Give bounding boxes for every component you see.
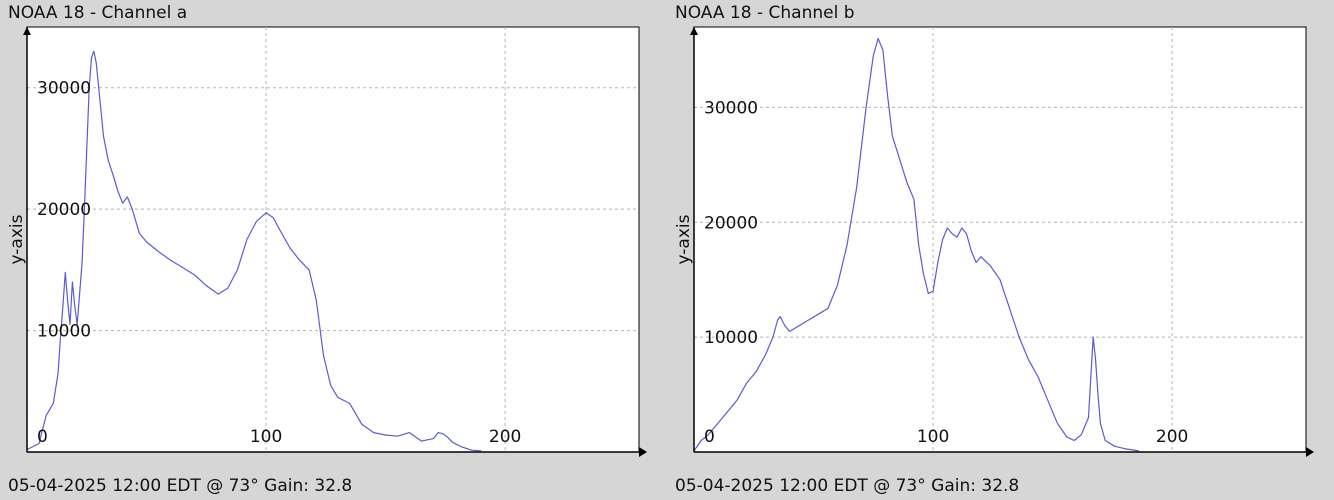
chart-title: NOAA 18 - Channel a: [8, 3, 188, 23]
x-tick-label: 0: [704, 427, 715, 447]
y-tick-label: 20000: [37, 200, 91, 220]
y-axis-arrow: [690, 27, 698, 35]
x-axis-arrow: [1306, 447, 1314, 457]
y-tick-label: 30000: [37, 79, 91, 99]
line-chart-channel-b: 0 100 200 10000 20000 30000 y-axis: [674, 26, 1314, 457]
series-line: [693, 37, 1139, 452]
series-line: [26, 50, 482, 452]
y-axis-label: y-axis: [674, 214, 694, 264]
x-tick-label: 0: [37, 427, 48, 447]
chart-panel-a: NOAA 18 - Channel a 0 100 200 10000 20000 300…: [7, 3, 647, 496]
plot-area: [693, 26, 1307, 453]
x-tick-label: 200: [1156, 427, 1188, 447]
x-tick-label: 100: [917, 427, 949, 447]
y-tick-label: 20000: [704, 213, 758, 233]
plot-area: [26, 26, 640, 453]
y-tick-label: 30000: [704, 98, 758, 118]
line-chart-channel-a: 0 100 200 10000 20000 30000 y-axis: [7, 26, 647, 457]
y-tick-label: 10000: [704, 328, 758, 348]
x-axis-arrow: [639, 447, 647, 457]
x-tick-label: 200: [489, 427, 521, 447]
chart-footer: 05-04-2025 12:00 EDT @ 73° Gain: 32.8: [8, 476, 353, 496]
y-tick-label: 10000: [37, 322, 91, 342]
x-tick-label: 100: [250, 427, 282, 447]
y-axis-arrow: [23, 27, 31, 35]
chart-footer: 05-04-2025 12:00 EDT @ 73° Gain: 32.8: [675, 476, 1020, 496]
y-axis-label: y-axis: [7, 214, 27, 264]
chart-title: NOAA 18 - Channel b: [675, 3, 855, 23]
chart-panel-b: NOAA 18 - Channel b 0 100 200 10000 20000 300…: [667, 0, 1334, 500]
